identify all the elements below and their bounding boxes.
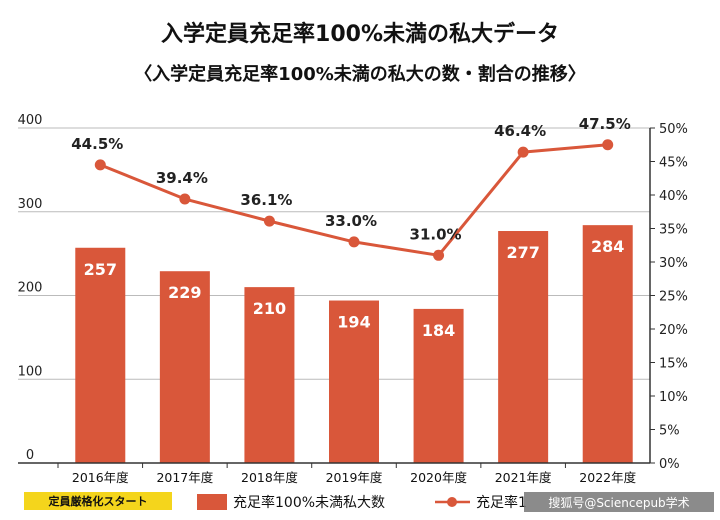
line-point-label: 46.4% [494, 122, 546, 140]
y-right-tick-label: 5% [659, 424, 680, 439]
annotation-text: 定員厳格化スタート [49, 494, 148, 508]
bar-value-label: 277 [506, 243, 539, 262]
watermark-backdrop [524, 492, 714, 512]
axes: 0 100 200 300 400 0% 5% 10% 15% 20% 25% 30% 35% 40% 45… [18, 113, 688, 485]
y-right-tick-label: 40% [659, 189, 688, 204]
legend-bar-label: 充足率100%未満私大数 [233, 494, 385, 511]
x-tick-label: 2019年度 [326, 470, 383, 485]
bar-value-label: 284 [591, 237, 624, 256]
legend-line-label: 充足率1 [476, 494, 527, 511]
y-left-tick-label: 400 [18, 113, 43, 128]
y-right-tick-label: 35% [659, 223, 688, 238]
bar-value-label: 194 [337, 313, 370, 332]
line-series: 44.5% 39.4% 36.1% 33.0% 31.0% 46.4% 47.5% [71, 115, 631, 261]
bar-value-label: 229 [168, 283, 201, 302]
y-right-tick-label: 20% [659, 323, 688, 338]
y-left-tick-label: 200 [18, 281, 43, 296]
bar-value-label: 257 [84, 260, 117, 279]
chart-subtitle: 〈入学定員充足率100%未満の私大の数・割合の推移〉 [134, 63, 586, 85]
y-right-tick-label: 45% [659, 156, 688, 171]
line-point [263, 215, 275, 227]
bar [413, 308, 464, 463]
y-right-tick-label: 10% [659, 390, 688, 405]
bar-value-label: 210 [253, 299, 286, 318]
y-right-tick-label: 30% [659, 256, 688, 271]
line-point-label: 47.5% [579, 115, 631, 133]
line-point-label: 36.1% [240, 191, 292, 209]
x-tick-label: 2018年度 [241, 470, 298, 485]
line-point-label: 39.4% [156, 169, 208, 187]
x-tick-label: 2022年度 [579, 470, 636, 485]
bar [159, 271, 210, 463]
bar [244, 287, 295, 463]
line-point [179, 193, 191, 205]
y-left-tick-label: 300 [18, 197, 43, 212]
y-right-tick-label: 0% [659, 457, 680, 472]
bar-value-label: 184 [422, 321, 455, 340]
watermark: 搜狐号@Sciencepub学术 [548, 495, 689, 510]
line-point [94, 159, 106, 171]
line-point [517, 146, 529, 158]
y-right-tick-label: 15% [659, 357, 688, 372]
chart-title: 入学定員充足率100%未満の私大データ [161, 21, 559, 47]
line-point [602, 139, 614, 151]
bar [582, 225, 633, 463]
legend: 定員厳格化スタート 充足率100%未満私大数 充足率1 搜狐号@Sciencep… [24, 492, 714, 512]
y-right-tick-label: 25% [659, 290, 688, 305]
x-tick-label: 2017年度 [156, 470, 213, 485]
line-point [348, 236, 360, 248]
line-point-label: 31.0% [410, 225, 462, 243]
bar [498, 231, 549, 463]
y-left-tick-label: 100 [18, 364, 43, 379]
x-tick-label: 2016年度 [72, 470, 129, 485]
y-left-tick-label: 0 [26, 448, 34, 463]
annotation-badge [24, 492, 172, 510]
line-point-label: 44.5% [71, 135, 123, 153]
line-point-label: 33.0% [325, 212, 377, 230]
bar [329, 300, 379, 463]
bar [75, 247, 126, 463]
line-point [433, 249, 445, 261]
x-tick-label: 2021年度 [495, 470, 552, 485]
y-right-tick-label: 50% [659, 122, 688, 137]
bar-series: 257 229 210 194 184 277 284 [75, 225, 633, 463]
legend-bar-swatch [197, 494, 227, 510]
x-tick-label: 2020年度 [410, 470, 467, 485]
legend-line-marker [447, 497, 457, 507]
